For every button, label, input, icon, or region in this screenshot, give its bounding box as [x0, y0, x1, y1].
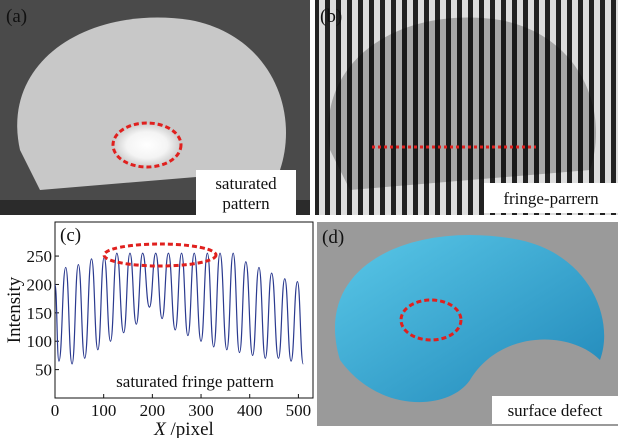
y-tick-label: 200 — [27, 275, 53, 294]
chart: Intensity X /pixel 0 100 200 300 400 500 50 100… — [4, 222, 313, 438]
y-axis-label: Intensity — [4, 276, 25, 343]
x-axis-unit: /pixel — [171, 419, 214, 438]
panel-label: (d) — [322, 227, 344, 248]
x-tick-label: 0 — [51, 401, 60, 420]
caption: surface defect — [508, 401, 603, 420]
caption: fringe-parrern — [503, 189, 599, 208]
annotation: saturated fringe pattern — [116, 372, 274, 391]
caption: saturated — [215, 174, 277, 193]
x-tick-label: 100 — [91, 401, 117, 420]
panel-d: (d) surface defect — [317, 222, 618, 426]
y-tick-label: 100 — [27, 332, 53, 351]
x-tick-label: 300 — [188, 401, 214, 420]
y-tick-label: 250 — [27, 247, 53, 266]
x-tick-label: 400 — [237, 401, 263, 420]
panel-a: (a) saturated pattern — [0, 0, 310, 215]
panel-label: (a) — [6, 6, 27, 27]
x-axis-label: X /pixel — [153, 419, 214, 438]
panel-b: (b) fringe-parrern — [315, 0, 618, 215]
x-tick-label: 500 — [286, 401, 312, 420]
figure: (a) saturated pattern (b) fringe-parrern… — [0, 0, 618, 438]
x-tick-label: 200 — [140, 401, 166, 420]
y-tick-label: 150 — [27, 304, 53, 323]
y-tick-label: 50 — [35, 361, 52, 380]
caption: pattern — [222, 194, 270, 213]
x-axis-variable: X — [153, 419, 167, 438]
panel-label: (b) — [320, 6, 342, 27]
panel-label: (c) — [60, 225, 81, 246]
